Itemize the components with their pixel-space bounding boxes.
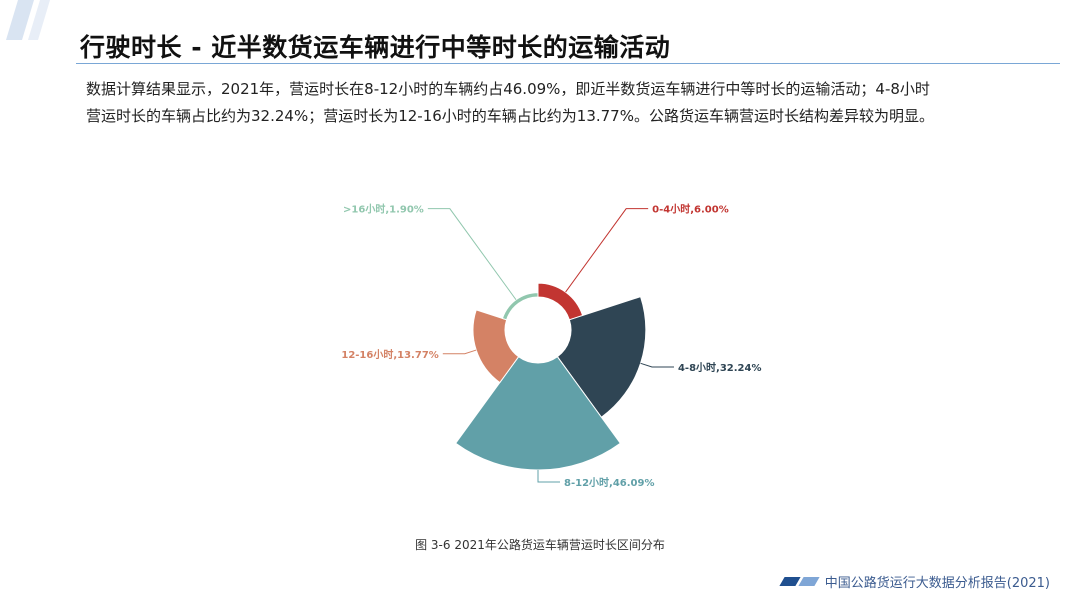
footer: 中国公路货运行大数据分析报告(2021) [779, 572, 1050, 591]
footer-logo [779, 577, 820, 586]
leader-line-0 [565, 208, 649, 293]
summary-line-1: 数据计算结果显示，2021年，营运时长在8-12小时的车辆约占46.09%，即近… [86, 80, 930, 98]
title-divider [76, 63, 1060, 64]
footer-text: 中国公路货运行大数据分析报告(2021) [824, 576, 1050, 591]
rose-slice-0 [537, 282, 584, 321]
rose-slice-2 [455, 355, 621, 471]
leader-line-4 [427, 208, 517, 301]
data-label-2: 8-12小时,46.09% [564, 476, 654, 489]
leader-line-1 [640, 362, 674, 368]
summary-line-2: 营运时长的车辆占比约为32.24%；营运时长为12-16小时的车辆占比约为13.… [86, 107, 934, 125]
data-label-4: >16小时,1.90% [343, 203, 424, 216]
data-label-1: 4-8小时,32.24% [678, 361, 762, 374]
leader-line-2 [537, 470, 560, 483]
summary-text: 数据计算结果显示，2021年，营运时长在8-12小时的车辆约占46.09%，即近… [86, 76, 1016, 130]
leader-line-3 [442, 349, 477, 355]
data-label-3: 12-16小时,13.77% [341, 348, 438, 361]
data-label-0: 0-4小时,6.00% [652, 203, 729, 216]
page-title: 行驶时长 - 近半数货运车辆进行中等时长的运输活动 [80, 33, 671, 62]
chart-caption: 图 3-6 2021年公路货运车辆营运时长区间分布 [415, 538, 665, 552]
rose-slice-4 [501, 292, 539, 321]
corner-decoration [6, 0, 50, 40]
rose-slice-3 [472, 309, 520, 384]
